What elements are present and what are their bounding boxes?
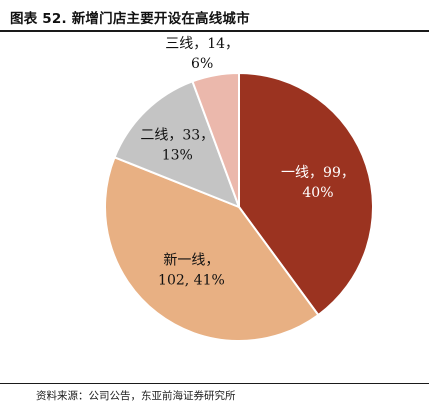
- footer-rule: [0, 383, 429, 384]
- pie-slice-tier3: [191, 71, 240, 208]
- title-rule: [0, 30, 429, 32]
- pie-slice-new-tier1: [104, 155, 320, 342]
- figure-title: 图表 52. 新增门店主要开设在高线城市: [10, 11, 250, 27]
- slice-label-tier1: 一线，99， 40%: [281, 165, 355, 201]
- source-note: 资料来源：公司公告，东亚前海证券研究所: [36, 390, 236, 402]
- pie-slice-tier1: [238, 71, 374, 317]
- slice-label-new-tier1: 新一线， 102, 41%: [158, 252, 225, 288]
- slice-label-tier3: 三线，14， 6%: [165, 36, 239, 72]
- slice-label-tier2: 二线，33， 13%: [140, 128, 214, 164]
- pie-slice-tier2: [113, 80, 241, 209]
